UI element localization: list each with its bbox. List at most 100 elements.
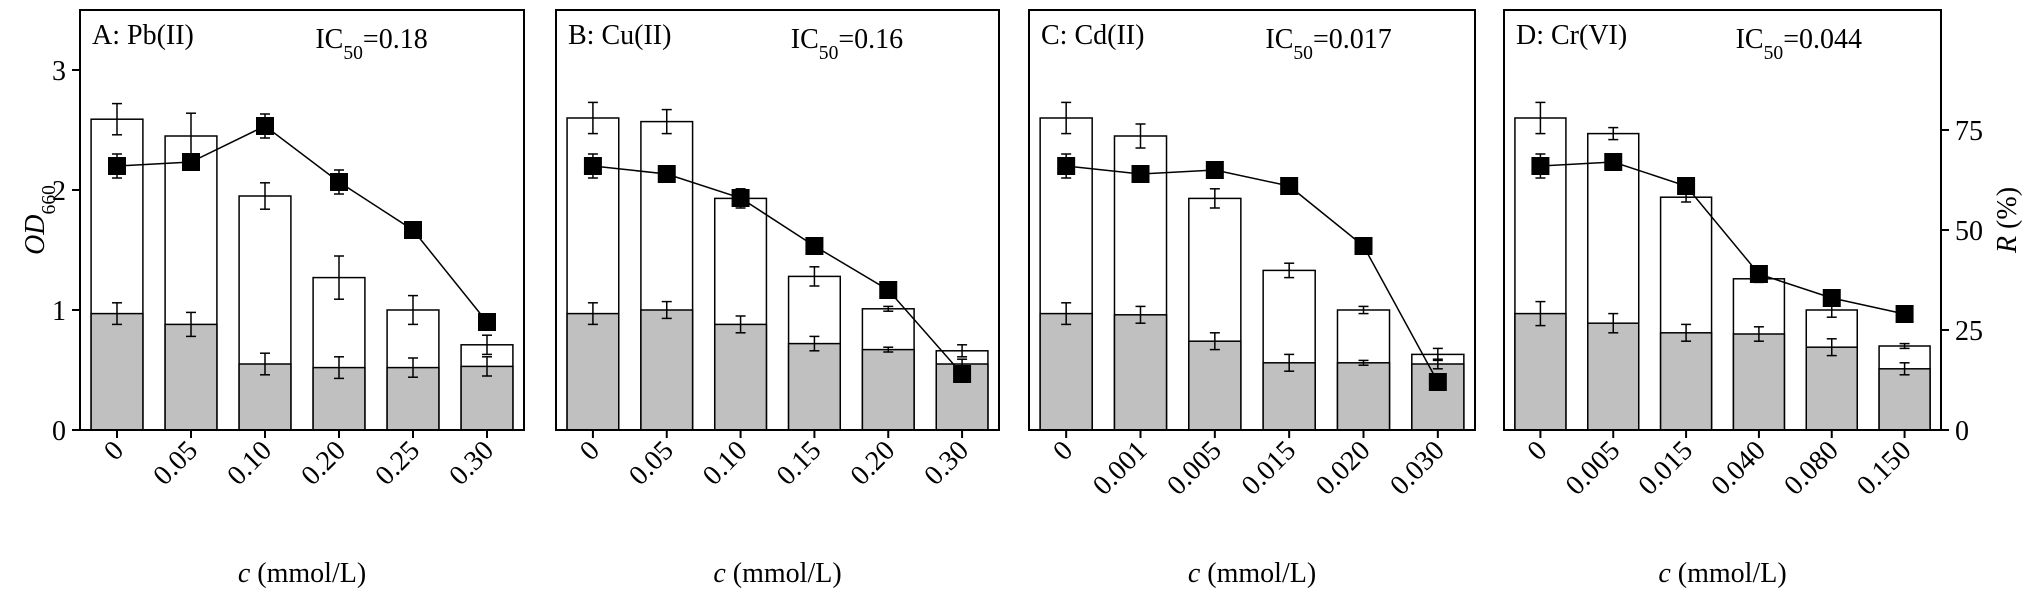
- error-bar: [260, 352, 270, 376]
- bar: [1805, 346, 1858, 431]
- marker: [404, 221, 422, 239]
- marker: [478, 313, 496, 331]
- bar: [1587, 322, 1640, 431]
- x-tick-label: 0: [574, 435, 606, 467]
- x-tick-label: 0.05: [147, 435, 204, 492]
- error-bar: [1681, 323, 1692, 342]
- error-bar: [112, 302, 122, 326]
- x-axis-label-part: c: [1658, 558, 1671, 589]
- error-bar: [1209, 332, 1220, 351]
- bar: [1113, 314, 1168, 431]
- bar: [1659, 332, 1713, 431]
- y2-axis-label: R (%): [1992, 187, 2023, 254]
- ic50-annotation-part: 50: [1293, 43, 1313, 64]
- ic50-annotation-part: IC: [791, 24, 819, 55]
- x-axis-label-part: c: [238, 558, 251, 589]
- y2-tick-label: 0: [1955, 416, 1969, 447]
- error-bar: [482, 356, 492, 377]
- y-axis-label-part: OD: [20, 214, 51, 254]
- x-axis-label-part: (mmol/L): [726, 558, 842, 589]
- x-tick-label: 0.30: [443, 435, 500, 492]
- y-axis-label-part: 660: [39, 185, 60, 215]
- x-tick-label: 0.10: [697, 435, 754, 492]
- error-bar: [883, 305, 894, 312]
- bar: [1336, 362, 1391, 431]
- x-tick-label: 0.015: [1633, 435, 1699, 501]
- ic50-annotation: IC50=0.18: [315, 24, 427, 64]
- x-tick-label: 0.15: [771, 435, 828, 492]
- error-bar: [1899, 362, 1910, 376]
- plot-frame: [1028, 9, 1476, 431]
- ic50-annotation-part: 50: [1764, 43, 1784, 64]
- x-tick-label: 0.25: [369, 435, 426, 492]
- ic50-annotation: IC50=0.044: [1736, 24, 1862, 64]
- marker: [108, 157, 126, 175]
- error-bar: [334, 356, 344, 380]
- error-bar: [1535, 101, 1546, 135]
- marker: [1749, 265, 1768, 283]
- error-bar: [661, 108, 672, 135]
- error-bar: [334, 255, 344, 300]
- marker: [182, 153, 200, 171]
- marker: [731, 189, 750, 207]
- y-tick-label: 0: [52, 416, 66, 447]
- plot-frame: [1503, 9, 1942, 431]
- marker: [1677, 177, 1696, 195]
- error-bar: [1135, 123, 1146, 149]
- y2-tick-label: 25: [1955, 316, 1983, 347]
- marker: [1428, 373, 1447, 391]
- bar: [640, 309, 694, 431]
- error-bar: [1209, 188, 1220, 209]
- error-bar: [1284, 262, 1295, 279]
- ic50-annotation: IC50=0.16: [791, 24, 903, 64]
- error-bar: [735, 315, 746, 334]
- marker: [805, 237, 824, 255]
- error-bar: [112, 102, 122, 136]
- x-tick-label: 0.015: [1236, 435, 1302, 501]
- x-tick-label: 0.030: [1384, 435, 1450, 501]
- bar: [90, 312, 144, 431]
- error-bar: [809, 266, 820, 287]
- x-axis-label-part: (mmol/L): [1671, 558, 1787, 589]
- ic50-annotation-part: 50: [819, 43, 839, 64]
- marker: [256, 117, 274, 135]
- bar: [1039, 312, 1093, 431]
- error-bar: [408, 357, 418, 378]
- error-bar: [260, 182, 270, 210]
- error-bar: [1826, 338, 1837, 357]
- marker: [583, 157, 602, 175]
- error-bar: [587, 302, 598, 326]
- error-bar: [1899, 342, 1910, 350]
- marker: [1895, 305, 1914, 323]
- error-bar: [1358, 305, 1369, 315]
- x-tick-label: 0.005: [1560, 435, 1626, 501]
- y2-tick-label: 75: [1955, 116, 1983, 147]
- error-bar: [1284, 353, 1295, 372]
- panel-title: D: Cr(VI): [1516, 20, 1627, 51]
- x-tick-label: 0.040: [1705, 435, 1771, 501]
- panel-title: C: Cd(II): [1041, 20, 1144, 51]
- marker: [953, 365, 972, 383]
- y2-axis-label-part: R: [1992, 236, 2023, 254]
- y-tick-label: 2: [52, 176, 66, 207]
- error-bar: [1358, 359, 1369, 366]
- x-tick-label: 0.05: [623, 435, 680, 492]
- error-bar: [661, 300, 672, 320]
- bar: [1262, 362, 1316, 431]
- marker: [1604, 153, 1623, 171]
- y2-axis-label-part: (%): [1992, 187, 2023, 236]
- ic50-annotation-part: IC: [1265, 24, 1293, 55]
- error-bar: [1135, 305, 1146, 324]
- line: [1540, 161, 1905, 315]
- x-axis-label-part: (mmol/L): [1200, 558, 1316, 589]
- marker: [879, 281, 898, 299]
- bar: [787, 342, 842, 431]
- marker: [1205, 161, 1224, 179]
- error-bar: [957, 344, 968, 358]
- ic50-annotation-part: =0.017: [1313, 24, 1392, 55]
- error-bar: [186, 311, 196, 338]
- x-axis-label-part: c: [1188, 558, 1201, 589]
- marker: [330, 173, 348, 191]
- y2-tick-label: 50: [1955, 216, 1983, 247]
